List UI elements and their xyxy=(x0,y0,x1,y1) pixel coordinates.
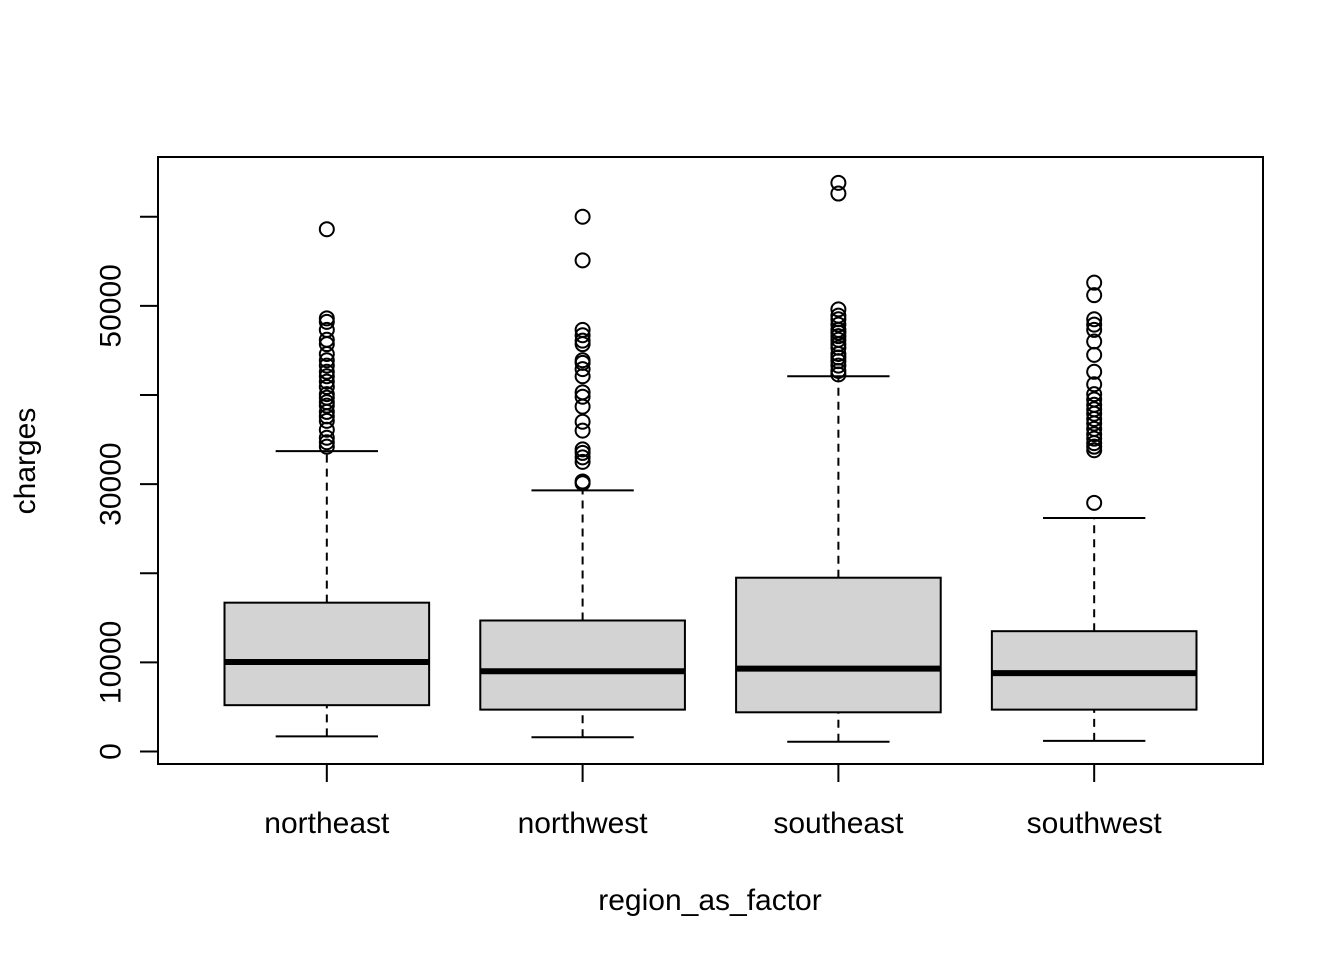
box-northwest xyxy=(479,208,686,739)
outlier-point xyxy=(574,422,591,439)
iqr-box xyxy=(223,601,431,707)
outlier-point xyxy=(1086,363,1103,380)
outlier-point xyxy=(1086,333,1103,350)
outlier-point xyxy=(1086,494,1103,511)
y-tick-label: 0 xyxy=(95,743,128,760)
outlier-point xyxy=(574,361,591,378)
boxes-layer xyxy=(223,174,1198,743)
x-tick-label: northwest xyxy=(518,807,649,840)
outlier-point xyxy=(1086,316,1103,333)
outlier-point xyxy=(318,368,335,385)
outlier-point xyxy=(318,373,335,390)
outlier-point xyxy=(574,332,591,349)
iqr-box xyxy=(479,619,686,711)
outlier-point xyxy=(318,429,335,446)
outlier-point xyxy=(1086,430,1103,447)
y-axis-title: charges xyxy=(9,408,42,515)
outlier-point xyxy=(574,208,591,225)
y-tick-label: 50000 xyxy=(95,264,128,347)
outlier-point xyxy=(318,386,335,403)
outlier-point xyxy=(318,221,335,238)
outlier-point xyxy=(318,378,335,395)
outlier-point xyxy=(1086,391,1103,408)
outlier-point xyxy=(1086,274,1103,291)
outlier-point xyxy=(318,434,335,451)
outlier-point xyxy=(1086,420,1103,437)
outlier-point xyxy=(574,441,591,458)
outlier-point xyxy=(318,310,335,327)
outlier-point xyxy=(574,327,591,344)
outlier-point xyxy=(830,174,847,191)
outlier-point xyxy=(574,352,591,369)
outlier-point xyxy=(574,388,591,405)
x-tick-label: southeast xyxy=(773,807,904,840)
outlier-point xyxy=(1086,396,1103,413)
outlier-point xyxy=(830,185,847,202)
x-axis-title: region_as_factor xyxy=(598,884,821,917)
outlier-point xyxy=(574,413,591,430)
outlier-point xyxy=(318,394,335,411)
outlier-point xyxy=(830,316,847,333)
box-northeast xyxy=(223,221,431,738)
outlier-point xyxy=(1086,287,1103,304)
y-tick-label: 30000 xyxy=(95,442,128,525)
box-southeast xyxy=(735,174,942,743)
x-tick-label: northeast xyxy=(264,807,390,840)
outlier-point xyxy=(1086,321,1103,338)
outlier-point xyxy=(1086,401,1103,418)
outlier-point xyxy=(1086,346,1103,363)
outlier-point xyxy=(1086,311,1103,328)
outlier-point xyxy=(318,352,335,369)
outlier-point xyxy=(318,321,335,338)
y-tick-label: 10000 xyxy=(95,621,128,704)
y-axis: 0 10000 30000 50000 xyxy=(95,215,158,760)
outlier-point xyxy=(574,384,591,401)
outlier-point xyxy=(318,412,335,429)
outlier-point xyxy=(574,449,591,466)
iqr-box xyxy=(735,576,942,714)
x-axis: northeast northwest southeast southwest xyxy=(264,764,1162,840)
outlier-point xyxy=(574,453,591,470)
outlier-point xyxy=(318,363,335,380)
outlier-point xyxy=(1086,376,1103,393)
outlier-point xyxy=(574,473,591,490)
box-southwest xyxy=(990,274,1198,742)
outlier-point xyxy=(830,307,847,324)
outlier-point xyxy=(830,357,847,374)
outlier-point xyxy=(574,252,591,269)
outlier-point xyxy=(1086,386,1103,403)
outlier-point xyxy=(318,357,335,374)
outlier-point xyxy=(318,331,335,348)
x-tick-label: southwest xyxy=(1027,807,1163,840)
plot-frame xyxy=(157,156,1264,765)
outlier-point xyxy=(830,301,847,318)
outlier-point xyxy=(318,438,335,455)
outlier-point xyxy=(1086,426,1103,443)
outlier-point xyxy=(574,321,591,338)
